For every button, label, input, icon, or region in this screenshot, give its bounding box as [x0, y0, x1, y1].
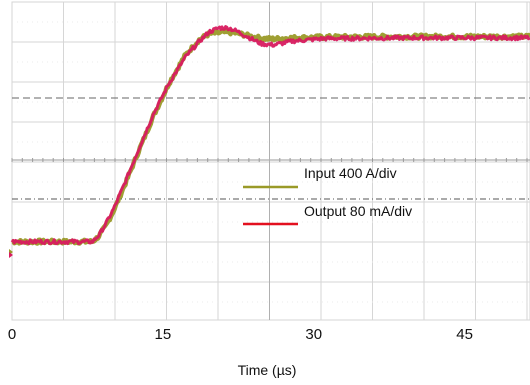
- channel-marker-output: [9, 252, 13, 258]
- series-layer: [10, 25, 530, 246]
- x-tick-label: 30: [305, 326, 322, 343]
- plot-area-border: [11, 1, 530, 321]
- legend: Input 400 A/div Output 80 mA/div: [243, 165, 412, 226]
- legend-label-output: Output 80 mA/div: [304, 203, 412, 219]
- x-tick-label: 0: [8, 326, 16, 343]
- x-tick-label: 15: [155, 326, 172, 343]
- x-tick-labels: 0 15 30 45: [8, 326, 473, 343]
- x-tick-label: 45: [456, 326, 473, 343]
- series-line-output: [10, 25, 530, 246]
- x-axis-title: Time (µs): [238, 362, 297, 378]
- legend-label-input: Input 400 A/div: [304, 165, 397, 181]
- plot-grid: [9, 1, 530, 321]
